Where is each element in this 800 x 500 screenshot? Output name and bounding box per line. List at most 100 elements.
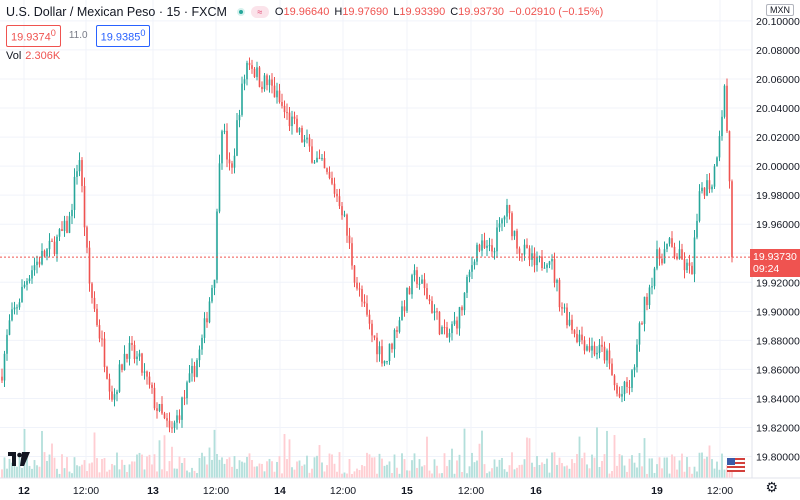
candle-body [568,319,571,326]
volume-bar [283,434,286,478]
volume-bar [338,452,341,478]
volume-bar [428,470,431,478]
candle-body [336,193,338,197]
visibility-toggle-icon[interactable]: ≈ [250,6,269,18]
candle-body [173,422,176,428]
candle-body [363,301,366,304]
volume-bar [628,458,631,478]
candle-body [386,361,388,363]
volume-bar [291,467,293,478]
volume-bar [688,466,691,478]
volume-bar [483,464,486,478]
candles[interactable] [1,57,733,434]
ohlc-close-value: 19.93730 [458,6,505,18]
volume-bar [348,458,351,478]
volume-bar [708,445,711,478]
volume-bar [166,471,168,478]
volume-bar [521,464,523,478]
price-axis[interactable] [752,0,800,478]
volume-bar [271,461,273,478]
volume-bar [73,457,76,478]
volume-bar [431,473,433,478]
candle-body [253,68,256,77]
volume-bar [18,453,21,478]
volume-bar [496,466,498,478]
volume-bar [451,448,453,478]
candle-body [563,307,566,309]
volume-bar [43,452,46,478]
candle-body [153,387,156,409]
candle-body [368,314,371,324]
candle-body [628,386,631,388]
candle-body [643,296,646,324]
volume-bar [576,454,578,478]
candle-body [698,191,701,221]
buy-price: 19.9385 [100,31,141,44]
volume-bar [683,471,686,478]
volume-bar [138,452,141,478]
candle-body [211,287,213,302]
sell-button[interactable]: 19.93740 [6,25,61,47]
volume-bar [533,466,536,478]
volume-bar [16,466,18,478]
candle-body [411,275,413,295]
buy-button[interactable]: 19.93850 [95,25,151,47]
candle-body [421,279,423,284]
volume-bar [356,468,358,478]
volume-bar [396,467,398,478]
volume-bar [141,454,143,478]
volume-bar [641,466,643,478]
volume-bar [216,454,218,478]
volume-bar [208,447,211,478]
candle-body [43,250,46,257]
candle-body [166,418,168,421]
grid-lines [0,0,752,478]
candle-body [463,292,466,311]
candle-body [428,299,431,301]
candle-body [701,187,703,192]
volume-bar [343,472,346,478]
volume-bar [506,471,508,478]
volume-legend: Vol 2.306K [6,50,60,62]
tradingview-logo-icon[interactable] [8,452,30,471]
currency-button[interactable]: MXN [766,4,794,16]
candle-body [603,346,606,361]
volume-bar [568,468,571,478]
candle-body [558,279,561,308]
candle-body [433,311,436,313]
candle-body [621,394,623,397]
time-axis-ticks[interactable]: 12 12:00 13 12:00 14 12:00 15 12:00 16 19 12:00 [18,485,733,497]
volume-bar [706,456,708,478]
volume-bar [353,471,356,478]
volume-bar [213,429,216,478]
volume-bar [233,456,236,478]
volume-bar [46,460,48,478]
volume-bar [581,458,583,478]
volume-bar [131,461,133,478]
candle-body [381,346,383,364]
volume-bar [383,465,386,478]
volume-bar [448,459,451,478]
volume-bar [151,464,153,478]
candle-body [141,353,143,373]
price-tick-label: 19.82000 [756,423,800,435]
candle-body [493,251,496,253]
candle-body [611,363,613,376]
volume-bar [643,438,646,478]
candle-body [608,350,611,364]
price-tick-label: 19.84000 [756,393,800,405]
candle-body [8,320,11,335]
symbol-title[interactable]: U.S. Dollar / Mexican Peso · 15 · FXCM [6,5,227,19]
candle-body [438,311,441,335]
candle-body [66,220,68,233]
volume-bar [263,471,266,478]
volume-bar [398,473,401,478]
volume-bar [21,467,23,478]
candle-body [231,163,233,168]
ohlc-open-value: 19.96640 [283,6,330,18]
settings-gear-icon[interactable]: ⚙ [765,479,778,495]
candle-body [446,327,448,338]
candle-body [26,281,28,285]
candle-body [228,159,231,164]
